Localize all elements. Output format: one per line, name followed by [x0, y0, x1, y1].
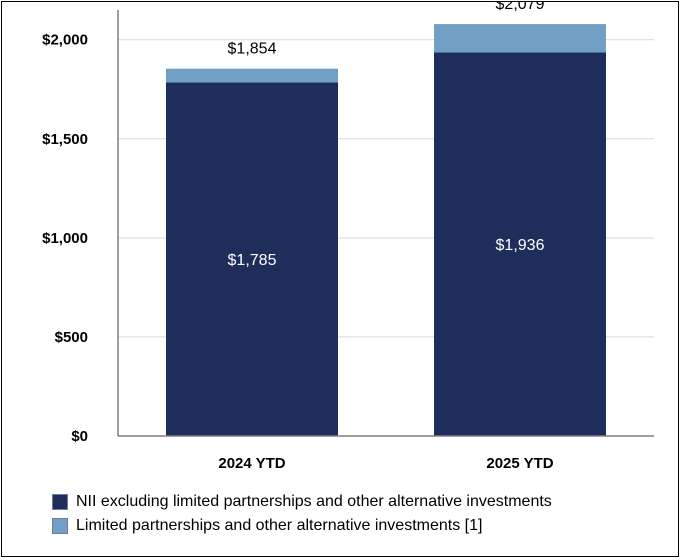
total-label-1: $1,854: [228, 41, 277, 58]
legend-label-limited-partnerships: Limited partnerships and other alternati…: [76, 517, 483, 534]
legend-label-nii-excluding: NII excluding limited partnerships and o…: [76, 493, 552, 510]
legend-swatch-limited-partnerships: [52, 518, 68, 534]
chart-legend: NII excluding limited partnerships and o…: [52, 490, 552, 538]
y-tick-label-0: $0: [71, 428, 88, 445]
segment-label-1: $1,785: [228, 252, 277, 269]
x-tick-label-2: 2025 YTD: [486, 455, 553, 472]
y-tick-label-500: $500: [55, 329, 88, 346]
legend-item-nii-excluding: NII excluding limited partnerships and o…: [52, 490, 552, 514]
total-label-2: $2,079: [496, 2, 545, 13]
legend-item-limited-partnerships: Limited partnerships and other alternati…: [52, 514, 552, 538]
x-tick-label-1: 2024 YTD: [218, 455, 285, 472]
bar-segment-nii-excluding-1: [166, 82, 338, 437]
bar-segment-nii-excluding-2: [434, 52, 606, 437]
segment-label-2: $1,936: [496, 237, 545, 254]
bar-segment-limited-partnerships-2: [434, 24, 606, 53]
bar-segment-limited-partnerships-1: [166, 68, 338, 83]
y-tick-label-1000: $1,000: [42, 230, 88, 247]
legend-swatch-nii-excluding: [52, 494, 68, 510]
y-tick-label-1500: $1,500: [42, 131, 88, 148]
y-tick-label-2000: $2,000: [42, 32, 88, 49]
